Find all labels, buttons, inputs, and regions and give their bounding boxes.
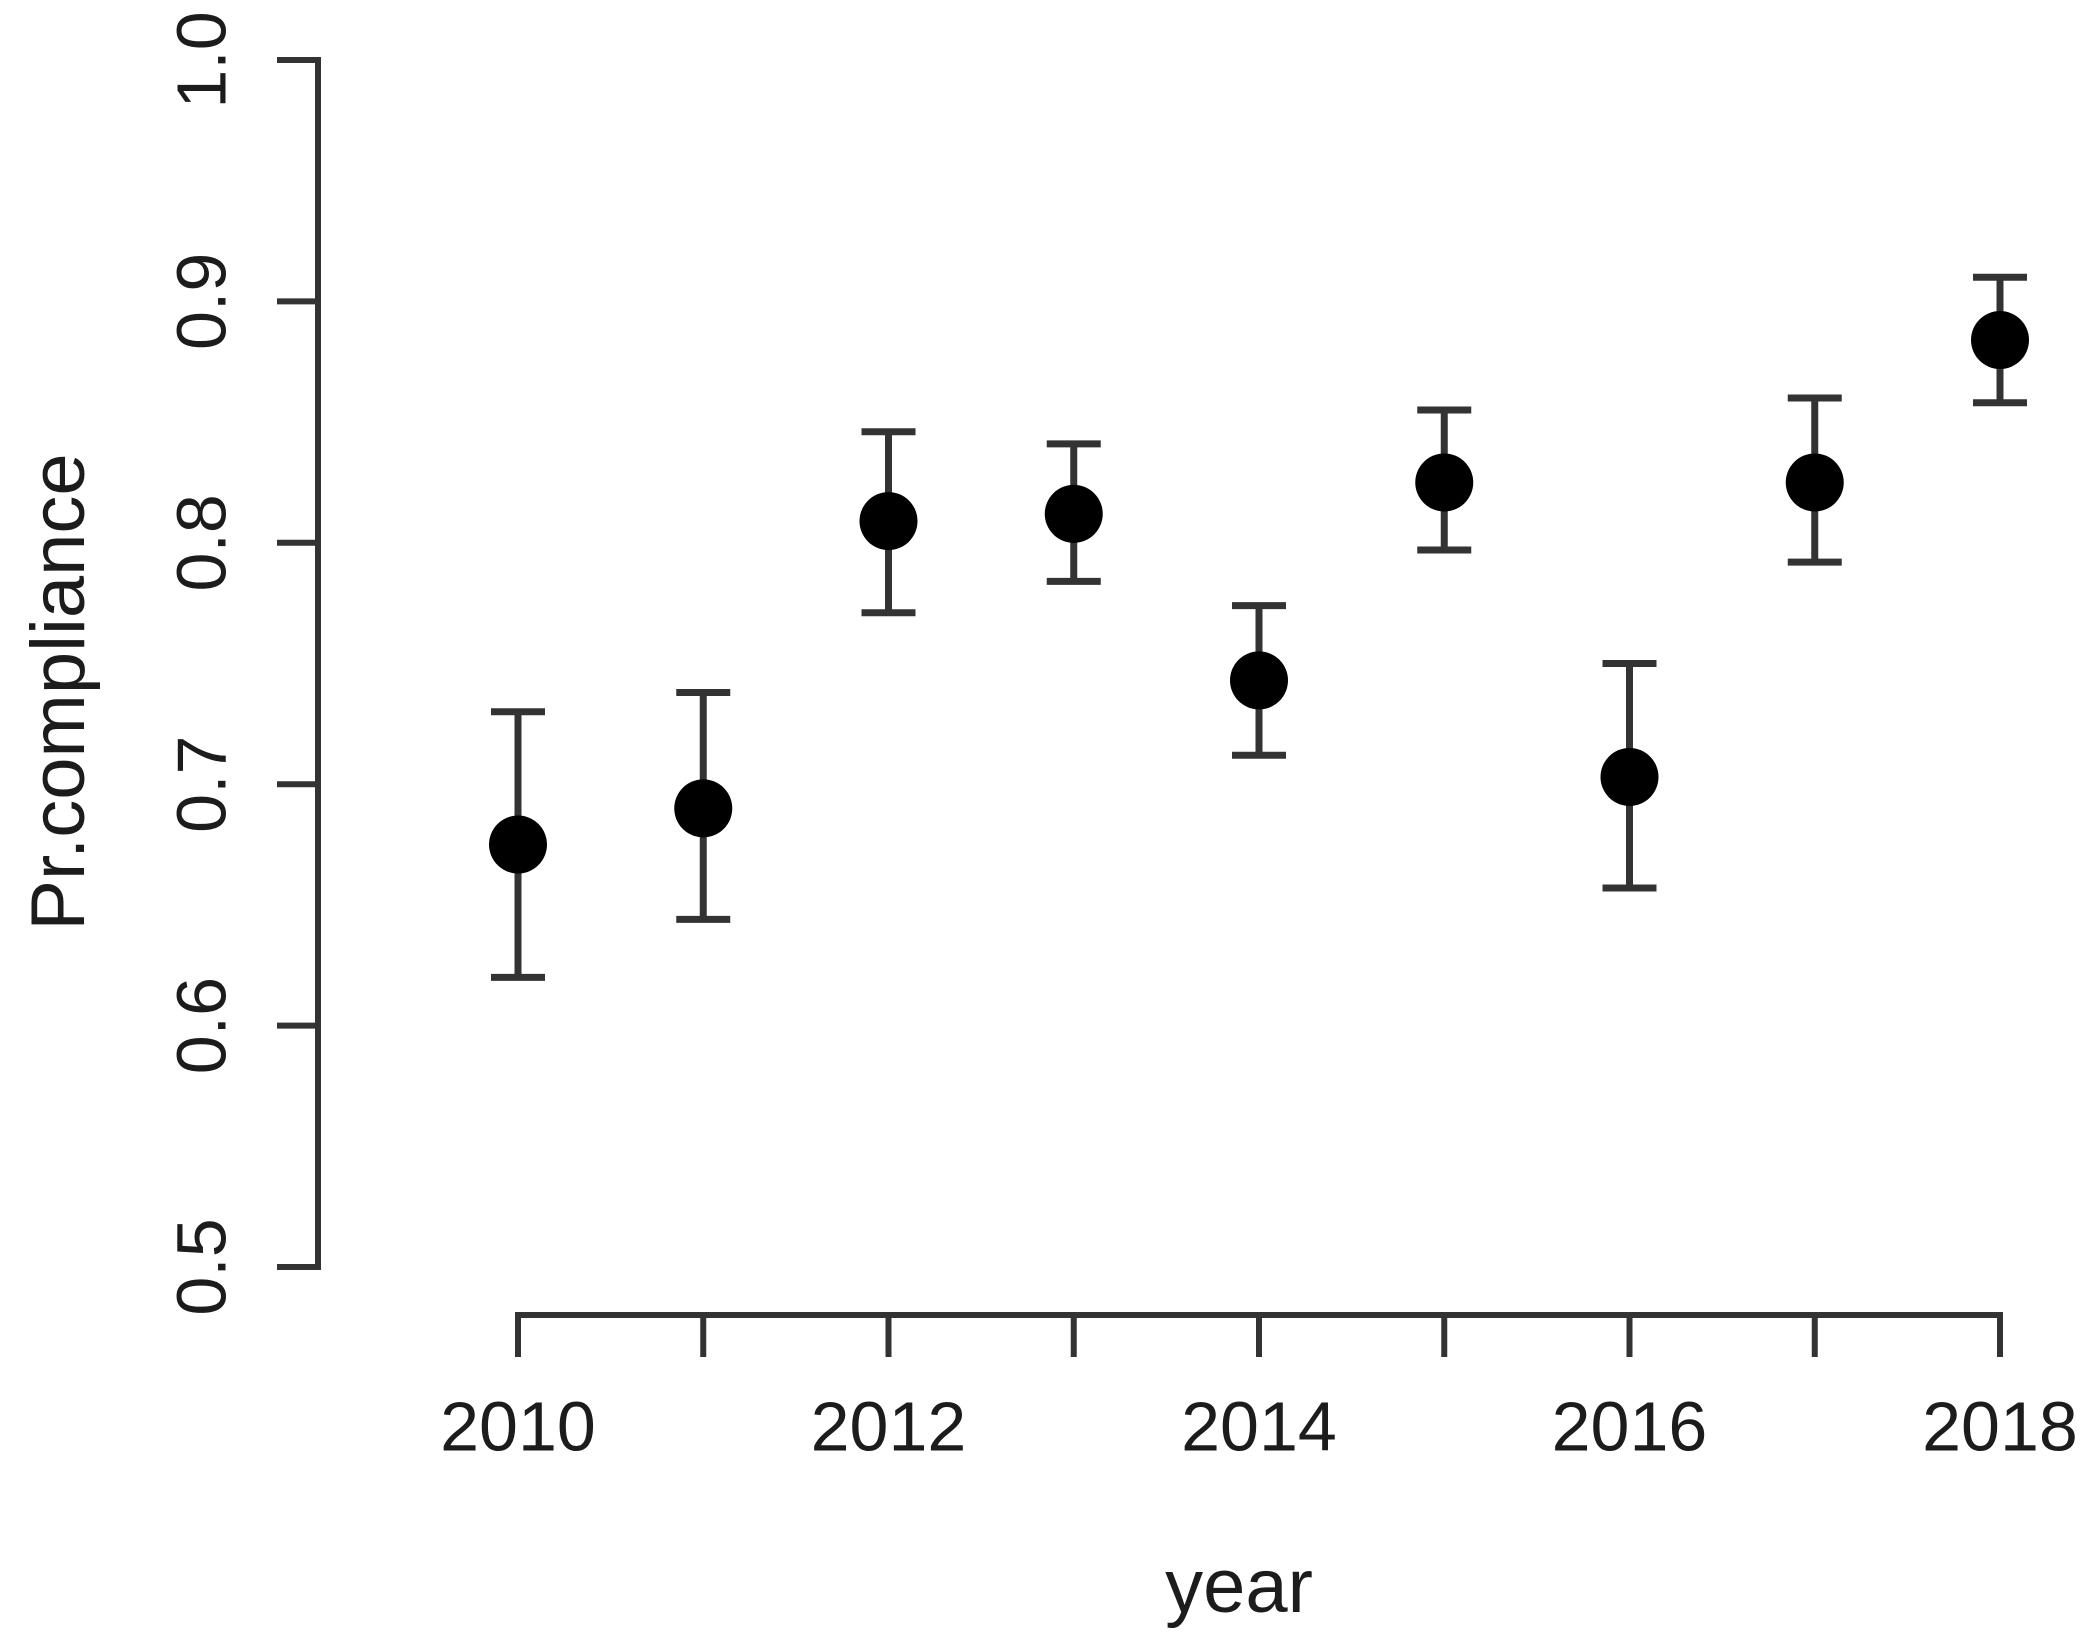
data-points — [489, 273, 2029, 981]
y-tick-label: 0.9 — [162, 253, 240, 350]
data-point-2012 — [859, 428, 918, 617]
estimate-dot — [489, 815, 547, 874]
data-point-2017 — [1785, 394, 1844, 566]
estimate-dot — [1600, 747, 1659, 806]
y-tick-label: 0.6 — [162, 977, 240, 1074]
tick-marks: 0.5 0.6 0.7 0.8 0.9 1.0 2010 2012 2014 2016 2018 — [162, 11, 2077, 1465]
data-point-2018 — [1971, 273, 2029, 407]
x-tick-label: 2014 — [1181, 1387, 1337, 1465]
y-tick-label: 0.8 — [162, 494, 240, 591]
y-tick-label: 1.0 — [162, 11, 240, 108]
estimate-dot — [1415, 453, 1474, 512]
y-axis-title: Pr.compliance — [16, 453, 101, 930]
y-tick-label: 0.7 — [162, 736, 240, 833]
estimate-dot — [1785, 453, 1844, 512]
estimate-dot — [1230, 651, 1288, 710]
x-tick-label: 2018 — [1922, 1387, 2078, 1465]
data-point-2015 — [1415, 406, 1474, 554]
data-point-2016 — [1600, 660, 1659, 892]
estimate-dot — [859, 492, 918, 551]
x-tick-label: 2016 — [1552, 1387, 1708, 1465]
y-tick-label: 0.5 — [162, 1218, 240, 1315]
x-axis-title: year — [1165, 1544, 1313, 1629]
x-tick-label: 2012 — [811, 1387, 967, 1465]
estimate-dot — [674, 779, 733, 838]
estimate-dot — [1971, 311, 2029, 370]
x-tick-label: 2010 — [440, 1387, 596, 1465]
axes — [315, 57, 2003, 1318]
estimate-dot — [1044, 484, 1103, 543]
data-point-2014 — [1230, 602, 1288, 759]
data-point-2011 — [674, 688, 733, 923]
data-point-2010 — [489, 708, 547, 981]
data-point-2013 — [1044, 440, 1103, 585]
